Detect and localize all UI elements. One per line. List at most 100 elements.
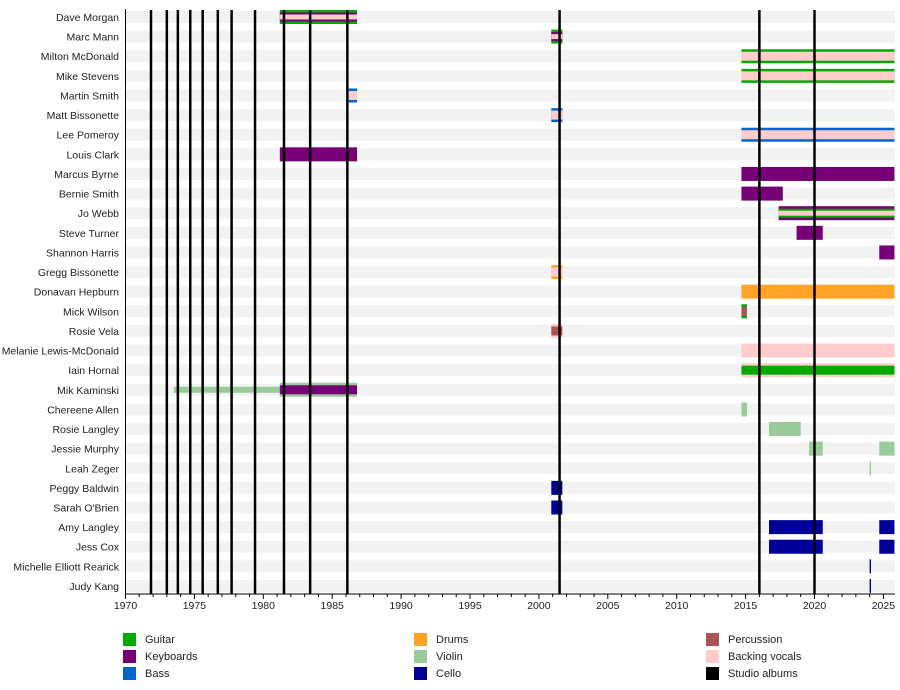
bar-percussion <box>741 306 747 316</box>
member-label: Martin Smith <box>60 90 119 102</box>
x-tick-label: 1985 <box>321 600 345 612</box>
legend-item-guitar: Guitar <box>123 633 175 646</box>
row-band <box>125 579 895 592</box>
x-tick-label: 2020 <box>803 600 827 612</box>
bar-keyboards <box>741 166 895 181</box>
bar-violin <box>173 386 280 393</box>
row-band <box>125 442 895 455</box>
bar-keyboards <box>796 225 823 240</box>
member-label: Donavan Hepburn <box>34 287 119 299</box>
member-label: Chereene Allen <box>47 404 119 416</box>
member-label: Peggy Baldwin <box>50 483 120 495</box>
x-tick-label: 2010 <box>665 600 689 612</box>
member-label: Steve Turner <box>59 228 120 240</box>
bar-vocals <box>551 267 563 277</box>
bar-cello <box>879 520 895 535</box>
row-band <box>125 344 895 357</box>
legend-swatch <box>706 633 719 646</box>
row-band <box>125 207 895 220</box>
legend-item-keyboards: Keyboards <box>123 650 198 663</box>
bar-vocals <box>741 343 895 358</box>
legend-item-violin: Violin <box>414 650 463 663</box>
legend-swatch <box>706 650 719 663</box>
bar-keyboards <box>279 147 358 162</box>
bar-cello <box>769 520 823 535</box>
member-label: Marcus Byrne <box>54 169 119 181</box>
legend-swatch <box>123 667 136 680</box>
x-tick-label: 1990 <box>389 600 413 612</box>
member-label: Melanie Lewis-McDonald <box>2 346 119 358</box>
bar-violin <box>808 441 823 456</box>
member-label: Amy Langley <box>58 522 119 534</box>
legend-label: Percussion <box>728 633 783 646</box>
row-band <box>125 109 895 122</box>
member-label: Rosie Vela <box>69 326 119 338</box>
row-band <box>125 305 895 318</box>
member-label: Dave Morgan <box>56 12 119 24</box>
row-band <box>125 226 895 239</box>
bar-percussion <box>551 326 563 336</box>
x-tick-label: 1970 <box>114 600 138 612</box>
member-label: Mick Wilson <box>63 306 119 318</box>
member-label: Louis Clark <box>66 149 119 161</box>
row-band <box>125 540 895 553</box>
row-band <box>125 324 895 337</box>
legend-swatch <box>414 667 427 680</box>
row-band <box>125 266 895 279</box>
legend-item-cello: Cello <box>414 667 461 680</box>
bar-vocals <box>279 14 358 20</box>
row-band <box>125 560 895 573</box>
legend-label: Guitar <box>145 633 175 646</box>
x-tick-label: 1980 <box>252 600 276 612</box>
x-tick-label: 1995 <box>458 600 482 612</box>
legend-label: Studio albums <box>728 667 798 680</box>
member-label: Lee Pomeroy <box>57 130 120 142</box>
bar-vocals <box>778 210 895 216</box>
row-band <box>125 481 895 494</box>
member-label: Matt Bissonette <box>47 110 120 122</box>
bar-vocals <box>551 110 563 120</box>
legend-label: Backing vocals <box>728 650 802 663</box>
row-band <box>125 11 895 23</box>
row-band <box>125 148 895 161</box>
bar-vocals <box>741 71 895 81</box>
bar-violin <box>869 461 871 476</box>
bar-cello <box>869 578 871 593</box>
legend-label: Bass <box>145 667 170 680</box>
row-band <box>125 462 895 475</box>
bar-cello <box>769 539 823 554</box>
legend-swatch <box>414 650 427 663</box>
x-tick-label: 1975 <box>183 600 207 612</box>
row-band <box>125 364 895 377</box>
row-band <box>125 403 895 416</box>
member-label: Gregg Bissonette <box>38 267 119 279</box>
bar-vocals <box>741 51 895 61</box>
legend-swatch <box>123 633 136 646</box>
row-band <box>125 246 895 259</box>
legend-item-percussion: Percussion <box>706 633 782 646</box>
member-label: Iain Hornal <box>68 365 119 377</box>
member-label: Marc Mann <box>66 32 119 44</box>
row-band <box>125 167 895 180</box>
member-label: Bernie Smith <box>59 189 119 201</box>
bar-cello <box>551 480 563 495</box>
row-band <box>125 285 895 298</box>
row-band <box>125 50 895 63</box>
legend-swatch <box>414 633 427 646</box>
bar-vocals <box>551 34 563 40</box>
row-band <box>125 521 895 534</box>
row-band <box>125 69 895 82</box>
bar-keyboards <box>741 186 783 201</box>
bar-cello <box>551 500 563 515</box>
legend-item-bass: Bass <box>123 667 169 680</box>
legend-item-drums: Drums <box>414 633 468 646</box>
row-band <box>125 501 895 514</box>
member-label: Mike Stevens <box>56 71 119 83</box>
member-label: Mik Kaminski <box>57 385 119 397</box>
bar-keyboards <box>279 385 358 395</box>
bar-vocals <box>741 130 895 140</box>
row-band <box>125 187 895 200</box>
member-label: Rosie Langley <box>52 424 119 436</box>
member-label: Milton McDonald <box>41 51 119 63</box>
legend-item-albums: Studio albums <box>706 667 798 680</box>
